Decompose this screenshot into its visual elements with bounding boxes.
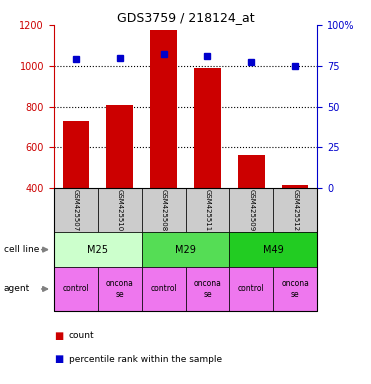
Text: control: control	[238, 285, 265, 293]
Text: ■: ■	[54, 331, 63, 341]
Text: oncona
se: oncona se	[106, 279, 134, 299]
Text: M29: M29	[175, 245, 196, 255]
Text: GSM425507: GSM425507	[73, 189, 79, 232]
Text: ■: ■	[54, 354, 63, 364]
Text: count: count	[69, 331, 94, 341]
Text: M49: M49	[263, 245, 284, 255]
Bar	[238, 154, 265, 188]
Text: agent: agent	[4, 285, 30, 293]
Text: M25: M25	[87, 245, 108, 255]
Text: GSM425512: GSM425512	[292, 189, 298, 231]
Text: GSM425511: GSM425511	[204, 189, 210, 232]
Title: GDS3759 / 218124_at: GDS3759 / 218124_at	[117, 11, 254, 24]
Text: control: control	[62, 285, 89, 293]
Bar	[282, 185, 308, 188]
Text: oncona
se: oncona se	[194, 279, 221, 299]
Text: GSM425508: GSM425508	[161, 189, 167, 232]
Text: control: control	[150, 285, 177, 293]
Text: cell line: cell line	[4, 245, 39, 254]
Text: oncona
se: oncona se	[281, 279, 309, 299]
Bar	[194, 68, 221, 188]
Text: GSM425509: GSM425509	[248, 189, 255, 232]
Bar	[106, 104, 133, 188]
Bar	[150, 30, 177, 188]
Text: percentile rank within the sample: percentile rank within the sample	[69, 354, 222, 364]
Text: GSM425510: GSM425510	[116, 189, 123, 232]
Bar	[63, 121, 89, 188]
